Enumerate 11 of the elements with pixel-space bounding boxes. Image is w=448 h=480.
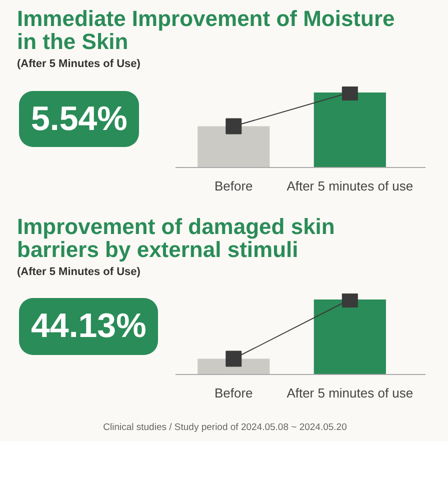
chart-title: Immediate Improvement of Moisture in the Skin: [17, 6, 396, 54]
text: (After 5 Minutes of Use): [17, 57, 142, 72]
text: (After 5 Minutes of Use): [17, 264, 142, 280]
chart-title: Improvement of damaged skin barriers by external stimuli: [17, 214, 336, 262]
x-tick-label: Before: [214, 178, 253, 194]
text: 44.13%: [19, 298, 158, 355]
text: Clinical studies / Study period of 2024.05.08 ~ 2024.05.20: [5, 421, 445, 435]
x-tick-label: After 5 minutes of use: [286, 386, 414, 401]
x-tick-label: Before: [214, 386, 253, 401]
x-tick-label: After 5 minutes of use: [286, 178, 414, 194]
text: 5.54%: [19, 90, 140, 148]
